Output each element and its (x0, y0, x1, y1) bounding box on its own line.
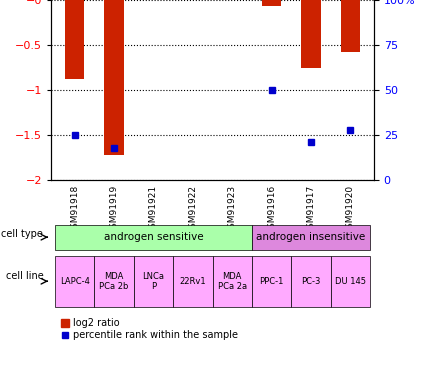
Text: MDA
PCa 2b: MDA PCa 2b (99, 272, 129, 291)
Text: cell type: cell type (1, 230, 43, 239)
Bar (262, 0, 281, 6)
FancyBboxPatch shape (252, 256, 291, 307)
FancyBboxPatch shape (291, 256, 331, 307)
Bar (65, 0, 85, 79)
Text: 22Rv1: 22Rv1 (179, 277, 206, 286)
Bar (104, 0, 124, 155)
FancyBboxPatch shape (94, 256, 134, 307)
Text: PC-3: PC-3 (301, 277, 321, 286)
FancyBboxPatch shape (212, 256, 252, 307)
Text: PPC-1: PPC-1 (259, 277, 284, 286)
FancyBboxPatch shape (55, 225, 252, 250)
FancyBboxPatch shape (173, 256, 212, 307)
Text: androgen insensitive: androgen insensitive (256, 232, 366, 242)
FancyBboxPatch shape (55, 256, 94, 307)
FancyBboxPatch shape (134, 256, 173, 307)
Text: MDA
PCa 2a: MDA PCa 2a (218, 272, 247, 291)
Bar (340, 0, 360, 52)
FancyBboxPatch shape (252, 225, 370, 250)
Text: LNCa
P: LNCa P (142, 272, 164, 291)
Text: cell line: cell line (6, 271, 43, 280)
Text: LAPC-4: LAPC-4 (60, 277, 90, 286)
Text: androgen sensitive: androgen sensitive (104, 232, 203, 242)
Bar (301, 0, 321, 68)
Text: DU 145: DU 145 (335, 277, 366, 286)
Legend: log2 ratio, percentile rank within the sample: log2 ratio, percentile rank within the s… (56, 314, 242, 344)
FancyBboxPatch shape (331, 256, 370, 307)
